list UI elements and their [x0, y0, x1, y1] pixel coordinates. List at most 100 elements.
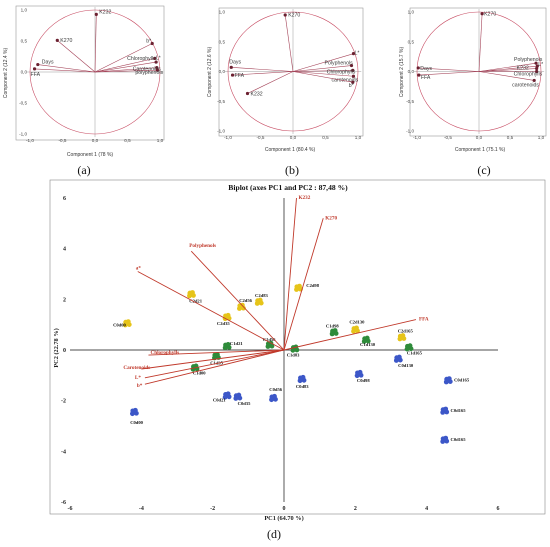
- loading-vector: [137, 271, 285, 351]
- loading-vector: [292, 70, 353, 72]
- x-tick-label: 0,0: [92, 138, 99, 143]
- observation-label: C2d165: [398, 328, 414, 333]
- loading-vector: [284, 14, 294, 72]
- panel-a-label: (a): [77, 163, 90, 177]
- panel-a: Component 2 (12.4 %) Component 1 (78 %) …: [3, 5, 165, 177]
- x-tick-label: 0,5: [124, 138, 131, 143]
- x-tick-label: -2: [210, 506, 215, 512]
- loading-label: Days: [229, 59, 241, 65]
- y-tick-label: -0,5: [217, 99, 225, 104]
- loading-vector: [94, 14, 97, 73]
- loading-vector: [94, 69, 158, 73]
- y-tick-label: -2: [61, 399, 66, 405]
- loading-point: [229, 65, 233, 69]
- observation-point: [223, 342, 228, 348]
- x-tick-label: -0,5: [257, 135, 265, 140]
- loading-point: [480, 12, 484, 16]
- y-tick-label: 0,0: [408, 69, 415, 74]
- observation-label: C1d35: [210, 360, 223, 365]
- panel-d-plot: -6 -4 -2 0 2 4 6 6 4 2 0 -2 -4 -6 C0d00 C2d21 C2d35 C2d56…: [61, 195, 500, 512]
- y-tick-label: 1,0: [408, 10, 415, 15]
- observation-point: [397, 333, 403, 339]
- loading-vector: [231, 67, 294, 72]
- loading-label: Polyphenols: [514, 57, 543, 63]
- loading-label: L*: [538, 62, 543, 68]
- x-tick-label: 0: [283, 506, 286, 512]
- loading-point: [36, 62, 40, 67]
- observation-label: C0d21: [213, 398, 226, 403]
- loading-label: Carotenoids: [133, 67, 161, 73]
- observation-point: [440, 436, 446, 442]
- loading-label: Chlorophylls: [514, 72, 543, 78]
- observation-point: [255, 298, 261, 304]
- loading-vector: [37, 64, 96, 73]
- loading-point: [283, 13, 287, 17]
- observation-label: C1d56: [263, 337, 276, 342]
- loading-label: L*: [354, 51, 359, 57]
- y-tick-label: 0,0: [219, 69, 226, 74]
- observation-label: C2d21: [189, 298, 202, 303]
- observation-label: C2d98: [306, 283, 319, 288]
- loading-label: K232: [517, 66, 529, 72]
- observation-label: C1d130: [360, 342, 376, 347]
- x-tick-label: 0,5: [322, 135, 329, 140]
- loading-label: K232: [298, 195, 310, 201]
- loading-point: [351, 68, 355, 72]
- loading-vector: [144, 349, 285, 379]
- loading-vector: [94, 67, 157, 73]
- x-tick-label: -1,0: [224, 135, 232, 140]
- observation-label: C0d35: [238, 401, 251, 406]
- observation-label: C0d98: [357, 378, 370, 383]
- observation-point: [187, 290, 193, 296]
- observation-point: [269, 394, 275, 400]
- observation-label: C0d00: [113, 322, 126, 327]
- panel-d: Biplot (axes PC1 and PC2 : 87,48 %) PC2 …: [49, 179, 546, 541]
- loading-vector: [247, 71, 294, 94]
- loading-label: K270: [484, 11, 496, 17]
- observation-label: C2d130: [349, 320, 365, 325]
- loading-point: [155, 66, 159, 70]
- panel-a-xlabel: Component 1 (78 %): [67, 152, 113, 158]
- loading-point: [155, 68, 159, 72]
- loading-label: L*: [135, 375, 141, 381]
- observation-label: C0d165: [451, 437, 467, 442]
- loading-vector: [292, 65, 352, 72]
- panel-a-ylabel: Component 2 (12.4 %): [3, 48, 9, 99]
- loading-vector: [283, 319, 417, 351]
- loading-point: [154, 60, 158, 64]
- panel-d-title: Biplot (axes PC1 and PC2 : 87,48 %): [228, 183, 348, 192]
- loading-label: Polyphenols: [189, 243, 216, 249]
- x-tick-label: 0,0: [290, 135, 297, 140]
- observation-point: [123, 319, 129, 325]
- observation-label: C0d165: [451, 408, 467, 413]
- observation-label: C0d00: [130, 420, 143, 425]
- observation-point: [130, 408, 136, 414]
- loading-point: [351, 52, 356, 56]
- observation-point: [444, 376, 450, 382]
- loading-vector: [292, 71, 353, 83]
- x-tick-label: -0,5: [444, 135, 452, 140]
- x-tick-label: 2: [354, 506, 357, 512]
- observation-label: C0d56: [269, 387, 282, 392]
- loading-vector: [94, 43, 153, 73]
- loading-label: Chlorophylls: [327, 69, 356, 75]
- observation-label: C1d21: [230, 341, 243, 346]
- panel-b: Component 2 (12.6 %) Component 1 (80.4 %…: [207, 7, 364, 177]
- x-tick-label: 0,0: [476, 135, 483, 140]
- y-tick-label: -1,0: [19, 132, 27, 137]
- observation-label: C0d130: [398, 363, 414, 368]
- loading-label: carotenoids: [512, 82, 539, 88]
- x-tick-label: 0,5: [507, 135, 514, 140]
- loading-point: [535, 69, 539, 74]
- observation-label: C2d35: [217, 321, 230, 326]
- x-tick-label: -0,5: [59, 138, 67, 143]
- observation-point: [223, 392, 228, 397]
- y-tick-label: 1,0: [219, 10, 226, 15]
- observation-label: C1d83: [287, 353, 300, 358]
- observation-label: C0d165: [454, 377, 470, 382]
- panel-b-plot: -1,0 -0,5 0,0 0,5 1,0 1,0 0,5 0,0 -0,5 -1,0 K270 L*…: [217, 9, 362, 140]
- loading-label: K270: [325, 215, 337, 221]
- loading-vector: [478, 65, 538, 72]
- loading-vector: [34, 68, 96, 73]
